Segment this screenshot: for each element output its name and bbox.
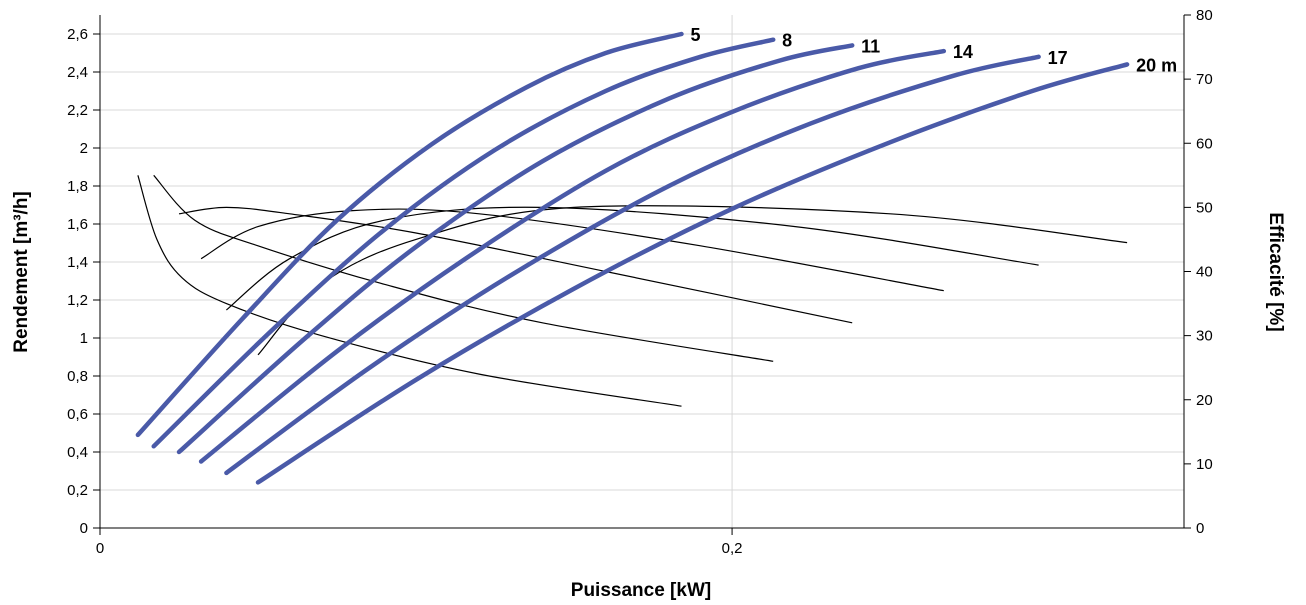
curve-label: 8 [782, 31, 792, 51]
y-tick-label: 1,2 [67, 292, 88, 309]
y-tick-label: 0,4 [67, 444, 88, 461]
y2-tick-label: 60 [1196, 135, 1213, 152]
efficiency-curve [137, 175, 682, 407]
y2-tick-label: 70 [1196, 71, 1213, 88]
efficiency-curve [153, 174, 774, 362]
y-tick-label: 1,8 [67, 178, 88, 195]
flow-curve [176, 43, 855, 455]
flow-curves [135, 31, 1130, 485]
y-tick-label: 2 [80, 140, 88, 157]
grid [100, 15, 1184, 528]
flow-curve [135, 31, 684, 438]
curve-label: 20 m [1136, 55, 1177, 75]
curve-label: 11 [861, 36, 880, 56]
y2-tick-label: 0 [1196, 520, 1204, 537]
curve-labels: 5 8 11 14 17 20 m [691, 25, 1178, 75]
y2-tick-label: 20 [1196, 392, 1213, 409]
y2-tick-label: 50 [1196, 199, 1213, 216]
y-tick-label: 1,4 [67, 254, 88, 271]
flow-curve [255, 62, 1130, 485]
axes: 0 0,2 0,4 0,6 0,8 1 1,2 1,4 1,6 1,8 2 2,2 2,4 2,6 0 10 2… [67, 7, 1213, 557]
x-tick-label: 0 [96, 540, 104, 557]
y-tick-label: 2,4 [67, 64, 88, 81]
flow-curve [198, 48, 947, 464]
y-tick-label: 1,6 [67, 216, 88, 233]
x-axis-title: Puissance [kW] [571, 580, 711, 601]
y2-tick-label: 10 [1196, 456, 1213, 473]
y2-tick-label: 30 [1196, 328, 1213, 345]
curve-label: 14 [953, 42, 973, 62]
curve-label: 5 [691, 25, 701, 45]
efficiency-curve [200, 208, 944, 292]
y-tick-label: 0,2 [67, 482, 88, 499]
y2-axis-title: Efficacité [%] [1265, 212, 1286, 331]
curve-label: 17 [1048, 48, 1068, 68]
y-tick-label: 2,2 [67, 102, 88, 119]
flow-curve [224, 54, 1041, 476]
y-tick-label: 0,6 [67, 406, 88, 423]
efficiency-curve [226, 206, 1039, 311]
y-axis-title: Rendement [m³/h] [11, 191, 32, 353]
y-tick-label: 0 [80, 520, 88, 537]
y-tick-label: 1 [80, 330, 88, 347]
y-tick-label: 2,6 [67, 26, 88, 43]
efficiency-curves [137, 174, 1128, 407]
x-tick-label: 0,2 [722, 540, 743, 557]
y-tick-label: 0,8 [67, 368, 88, 385]
y2-tick-label: 40 [1196, 264, 1213, 281]
y2-tick-label: 80 [1196, 7, 1213, 24]
efficiency-curve [178, 206, 853, 324]
flow-curve [151, 37, 776, 449]
